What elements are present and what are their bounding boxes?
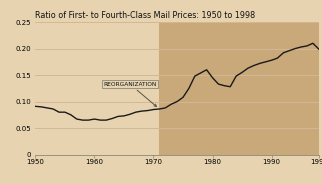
Text: REORGANIZATION: REORGANIZATION (103, 82, 157, 107)
Text: Ratio of First- to Fourth-Class Mail Prices: 1950 to 1998: Ratio of First- to Fourth-Class Mail Pri… (35, 11, 256, 20)
Bar (159, 22, 319, 155)
